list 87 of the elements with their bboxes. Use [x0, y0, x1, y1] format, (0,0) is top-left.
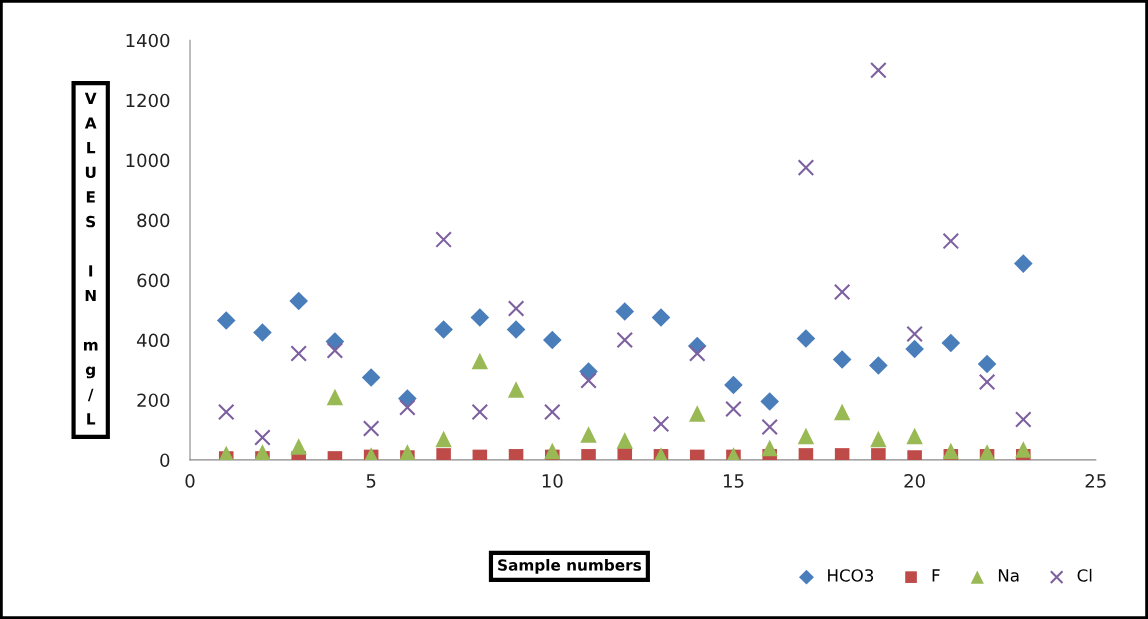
- point: [725, 400, 742, 418]
- point: [761, 418, 779, 436]
- point: [506, 320, 526, 339]
- y-tick-label: 200: [137, 393, 170, 408]
- y-tick-label: 1000: [126, 153, 170, 168]
- point: [870, 430, 887, 448]
- x-tick-label: 10: [542, 474, 563, 488]
- point: [580, 426, 597, 443]
- point: [471, 403, 489, 421]
- point: [434, 320, 453, 339]
- point: [871, 448, 886, 460]
- point: [399, 444, 416, 460]
- point: [399, 399, 416, 416]
- x-axis-title: Sample numbers: [498, 558, 642, 574]
- point: [543, 403, 561, 421]
- point: [580, 372, 597, 389]
- legend-label: Cl: [1077, 568, 1092, 582]
- y-tick-label: 0: [160, 453, 170, 468]
- point: [689, 405, 706, 422]
- point: [797, 159, 815, 176]
- point: [254, 444, 271, 460]
- point: [760, 392, 779, 411]
- point: [1015, 441, 1032, 458]
- point: [906, 325, 923, 343]
- point: [218, 445, 235, 460]
- point: [289, 291, 308, 311]
- point: [941, 333, 961, 353]
- point: [362, 420, 380, 437]
- point: [290, 345, 308, 362]
- point: [361, 368, 381, 387]
- point: [796, 329, 816, 348]
- point: [688, 345, 706, 362]
- point: [977, 354, 997, 374]
- point: [216, 311, 236, 330]
- x-tick-label: 20: [904, 474, 925, 488]
- point: [942, 232, 960, 250]
- point: [507, 300, 525, 317]
- point: [470, 308, 490, 327]
- x-tick-label: 5: [366, 474, 376, 488]
- point: [253, 323, 272, 342]
- point: [797, 427, 815, 445]
- point: [617, 448, 633, 460]
- point: [978, 373, 996, 391]
- point: [544, 442, 561, 460]
- x-tick-label: 0: [185, 474, 195, 488]
- point: [832, 350, 852, 369]
- legend-label: Na: [998, 569, 1019, 582]
- point: [1013, 254, 1033, 273]
- point: [651, 308, 671, 327]
- point: [942, 442, 960, 460]
- y-tick-label: 800: [137, 213, 170, 228]
- point: [978, 444, 996, 460]
- point: [652, 415, 670, 433]
- x-tick-label: 15: [723, 474, 744, 488]
- point: [542, 330, 562, 350]
- y-tick-label: 400: [136, 333, 170, 348]
- point: [471, 352, 489, 370]
- y-tick-label: 600: [137, 273, 170, 288]
- point: [798, 448, 814, 460]
- point: [870, 61, 887, 79]
- point: [724, 375, 743, 395]
- point: [616, 432, 633, 449]
- point: [507, 381, 525, 398]
- point: [435, 430, 452, 448]
- point: [615, 302, 635, 321]
- point: [326, 342, 344, 359]
- y-tick-label: 1400: [126, 33, 170, 48]
- y-tick-label: 1200: [126, 93, 170, 108]
- point: [217, 403, 235, 421]
- point: [834, 448, 850, 460]
- legend-label: F: [932, 569, 940, 582]
- point: [1014, 411, 1032, 428]
- text: VALUES IN mg/L: [84, 92, 98, 425]
- legend-label: HCO3: [828, 569, 874, 582]
- point: [833, 283, 851, 301]
- point: [290, 438, 307, 455]
- point: [326, 388, 344, 406]
- point: [905, 339, 924, 359]
- point: [435, 231, 452, 248]
- point: [616, 331, 634, 349]
- point: [436, 448, 451, 460]
- point: [761, 439, 778, 457]
- point: [906, 427, 923, 445]
- point: [833, 403, 851, 421]
- x-tick-label: 25: [1085, 474, 1106, 488]
- point: [869, 356, 888, 375]
- point: [254, 429, 271, 446]
